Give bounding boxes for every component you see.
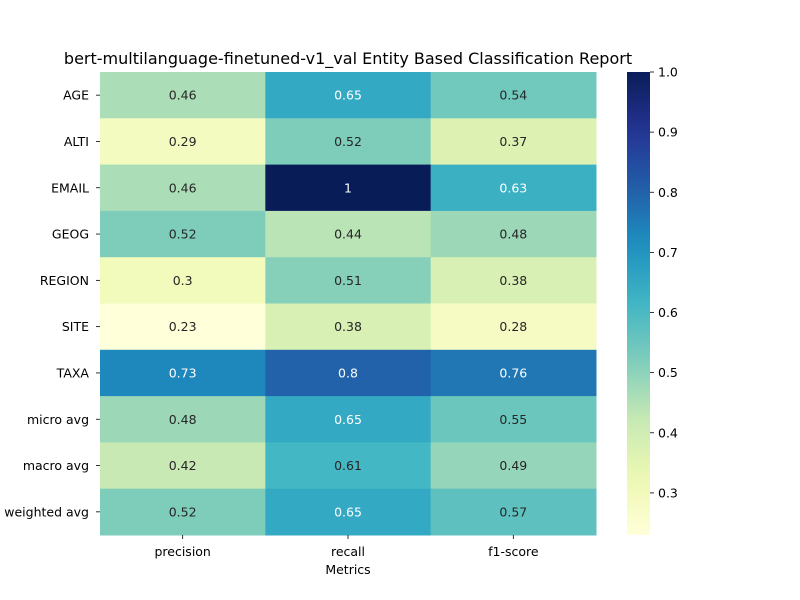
heatmap-cell (430, 488, 597, 536)
cell-value-label: 0.44 (334, 227, 362, 242)
x-tick-label: precision (154, 544, 210, 559)
cell-value-label: 0.61 (334, 458, 362, 473)
cell-value-label: 0.52 (334, 134, 362, 149)
cell-value-label: 0.46 (169, 180, 197, 195)
heatmap-cell (100, 396, 266, 443)
heatmap-cell (265, 303, 432, 351)
cell-value-label: 0.49 (499, 458, 527, 473)
heatmap-cell (265, 72, 432, 119)
heatmap-cell (100, 303, 266, 351)
cell-value-label: 0.55 (499, 412, 527, 427)
colorbar-tick-label: 0.8 (658, 185, 678, 200)
cell-value-label: 1 (344, 180, 352, 195)
cell-value-label: 0.38 (334, 319, 362, 334)
colorbar-tick-label: 0.4 (658, 425, 678, 440)
heatmap-cell (430, 442, 597, 490)
heatmap-cell (100, 210, 266, 258)
x-tick-label: recall (331, 544, 365, 559)
cell-value-label: 0.3 (173, 273, 193, 288)
colorbar-tick-label: 1.0 (658, 65, 678, 80)
heatmap-cell (100, 164, 266, 212)
colorbar-tick-label: 0.7 (658, 245, 678, 260)
heatmap-cell (430, 164, 597, 212)
cell-value-label: 0.54 (499, 88, 527, 103)
cell-value-label: 0.8 (338, 365, 358, 380)
heatmap-cell (265, 257, 432, 304)
heatmap-cell (265, 488, 432, 536)
cell-value-label: 0.63 (499, 180, 527, 195)
colorbar-tick-label: 0.6 (658, 305, 678, 320)
x-tick-label: f1-score (488, 544, 539, 559)
colorbar: 0.3 0.4 0.5 0.6 0.7 0.8 0.9 1.0 (627, 65, 678, 535)
colorbar-tick-label: 0.9 (658, 125, 678, 140)
cell-value-label: 0.65 (334, 412, 362, 427)
y-tick-label: ALTI (64, 134, 89, 149)
y-tick-label: REGION (40, 273, 89, 288)
column-labels: precision recall f1-score (154, 535, 539, 559)
x-axis-label: Metrics (325, 562, 370, 577)
chart-title: bert-multilanguage-finetuned-v1_val Enti… (64, 49, 632, 69)
cell-value-label: 0.48 (499, 227, 527, 242)
cell-value-label: 0.28 (499, 319, 527, 334)
y-tick-label: EMAIL (51, 180, 89, 195)
colorbar-tick-label: 0.3 (658, 485, 678, 500)
y-tick-label: macro avg (23, 458, 89, 473)
heatmap-cell (265, 349, 432, 397)
cell-value-label: 0.38 (499, 273, 527, 288)
heatmap-cell (430, 72, 597, 119)
cell-value-label: 0.23 (169, 319, 197, 334)
heatmap-cell (430, 210, 597, 258)
cell-value-label: 0.42 (169, 458, 197, 473)
cell-value-label: 0.51 (334, 273, 362, 288)
cell-value-label: 0.29 (169, 134, 197, 149)
heatmap-cell (265, 210, 432, 258)
cell-value-label: 0.52 (169, 227, 197, 242)
heatmap-cell (100, 349, 266, 397)
cell-value-label: 0.65 (334, 504, 362, 519)
cell-value-label: 0.73 (169, 365, 197, 380)
cell-value-label: 0.57 (499, 504, 527, 519)
heatmap-cell (265, 164, 432, 212)
cell-value-label: 0.48 (169, 412, 197, 427)
heatmap-cell (430, 303, 597, 351)
y-tick-label: AGE (63, 88, 89, 103)
heatmap-cell (100, 118, 266, 166)
y-tick-label: micro avg (27, 412, 89, 427)
y-tick-label: GEOG (52, 227, 89, 242)
heatmap-cell (265, 396, 432, 443)
y-tick-label: weighted avg (4, 504, 89, 519)
cell-value-label: 0.46 (169, 88, 197, 103)
heatmap-cell (100, 488, 266, 536)
cell-value-label: 0.37 (499, 134, 527, 149)
heatmap-cell (100, 442, 266, 490)
cell-value-label: 0.52 (169, 504, 197, 519)
heatmap-cell (265, 118, 432, 166)
colorbar-gradient (627, 72, 650, 535)
heatmap-cell (430, 396, 597, 443)
heatmap-cell (100, 257, 266, 304)
heatmap-cell (265, 442, 432, 490)
heatmap-cell (100, 72, 266, 119)
heatmap-cell (430, 349, 597, 397)
row-labels: AGE ALTI EMAIL GEOG REGION SITE TAXA micro avg m… (4, 88, 100, 519)
cell-value-label: 0.65 (334, 88, 362, 103)
colorbar-tick-label: 0.5 (658, 365, 678, 380)
heatmap-cell (430, 257, 597, 304)
cell-value-label: 0.76 (499, 365, 527, 380)
y-tick-label: TAXA (56, 365, 90, 380)
heatmap-cell (430, 118, 597, 166)
y-tick-label: SITE (62, 319, 89, 334)
heatmap-cells: 0.46 0.65 0.54 0.29 0.52 0.37 0.46 1 0.63 0.52 0.4… (100, 72, 597, 536)
